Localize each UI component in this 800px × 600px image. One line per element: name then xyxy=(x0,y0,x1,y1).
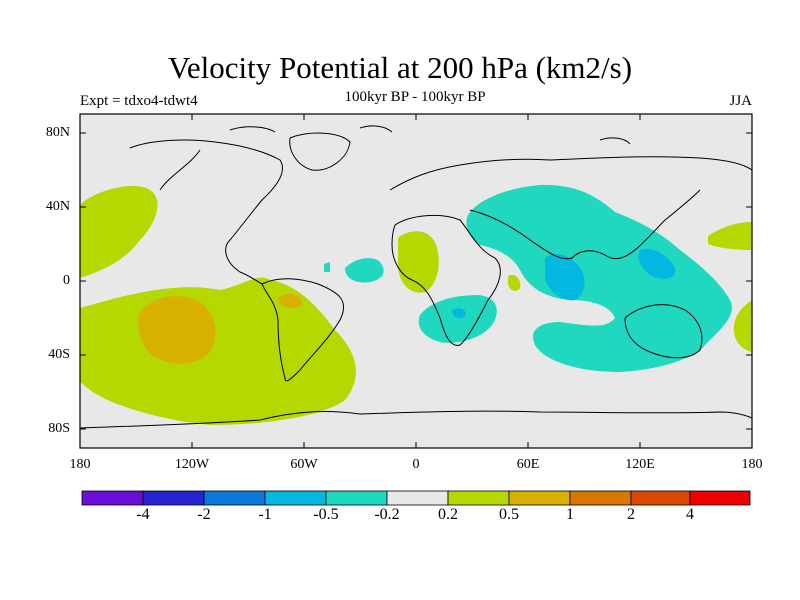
coastline-africa xyxy=(391,215,501,346)
x-tick-label: 120W xyxy=(174,457,210,472)
strong-positive-regions xyxy=(138,293,303,364)
season-label: JJA xyxy=(729,93,752,109)
chart-title: Velocity Potential at 200 hPa (km2/s) xyxy=(167,50,633,85)
colorbar-box-3 xyxy=(203,490,266,506)
colorbar-label: 0.5 xyxy=(499,506,519,523)
colorbar-label: 2 xyxy=(627,506,635,523)
region-north-pacific-positive xyxy=(80,185,158,278)
colorbar-label: -4 xyxy=(136,506,150,523)
colorbar-label: -1 xyxy=(258,506,272,523)
colorbar xyxy=(81,490,751,506)
colorbar-box-4 xyxy=(264,490,327,506)
colorbar-box-6 xyxy=(386,490,449,506)
coastline-australia xyxy=(624,304,703,359)
colorbar-box-8 xyxy=(508,490,571,506)
colorbar-label: 1 xyxy=(566,506,574,523)
colorbar-label: -0.2 xyxy=(374,506,400,523)
x-tick-label: 60W xyxy=(290,457,318,472)
x-tick-label: 60E xyxy=(516,457,540,472)
colorbar-box-10 xyxy=(630,490,691,506)
coastline-greenland xyxy=(289,132,351,171)
y-ticks xyxy=(80,132,752,430)
region-south-africa-negative xyxy=(418,295,497,343)
x-ticks xyxy=(79,114,753,448)
region-west-pacific-positive xyxy=(708,222,752,250)
colorbar-label: -0.5 xyxy=(313,506,339,523)
colorbar-label: 4 xyxy=(686,506,694,523)
y-tick-label: 40N xyxy=(45,199,70,214)
experiment-label: Expt = tdxo4-tdwt4 xyxy=(80,93,198,109)
coastlines xyxy=(79,125,753,429)
colorbar-label: -2 xyxy=(197,506,211,523)
region-south-america-strong xyxy=(278,293,303,308)
x-tick-label: 180 xyxy=(69,457,91,472)
negative-anomaly-regions xyxy=(324,184,732,372)
y-tick-label: 40S xyxy=(48,347,70,362)
coastline-north-america xyxy=(129,139,283,285)
region-west-africa-positive xyxy=(398,231,439,293)
region-asia-indian-ocean-negative xyxy=(466,184,732,372)
x-tick-label: 180 xyxy=(741,457,763,472)
colorbar-label: 0.2 xyxy=(438,506,458,523)
x-tick-label: 120E xyxy=(625,457,655,472)
y-tick-label: 80S xyxy=(48,421,70,436)
region-small-atlantic-negative xyxy=(324,262,330,272)
colorbar-box-11 xyxy=(689,490,751,506)
region-india-strong-negative xyxy=(545,254,585,301)
region-east-africa-positive xyxy=(508,274,521,291)
coastline-arctic-islands xyxy=(229,125,631,145)
region-tropical-atlantic-negative xyxy=(345,258,384,283)
x-tick-label: 0 xyxy=(412,457,420,472)
strong-negative-regions xyxy=(452,248,676,318)
region-maritime-continent-strong-negative xyxy=(638,248,676,279)
colorbar-box-2 xyxy=(142,490,205,506)
coastline-eurasia xyxy=(389,156,753,260)
region-east-edge-positive xyxy=(733,300,752,352)
chart-subtitle: 100kyr BP - 100kyr BP xyxy=(344,89,486,105)
colorbar-box-9 xyxy=(569,490,632,506)
coastline-south-america xyxy=(261,278,345,382)
y-tick-label: 0 xyxy=(63,273,70,288)
y-tick-label: 80N xyxy=(45,125,70,140)
coastline-antarctica xyxy=(79,410,753,429)
colorbar-box-1 xyxy=(81,490,144,506)
colorbar-box-5 xyxy=(325,490,388,506)
region-south-pacific-strong xyxy=(138,296,216,364)
region-madagascar-strong-negative xyxy=(452,308,466,318)
colorbar-box-7 xyxy=(447,490,510,506)
